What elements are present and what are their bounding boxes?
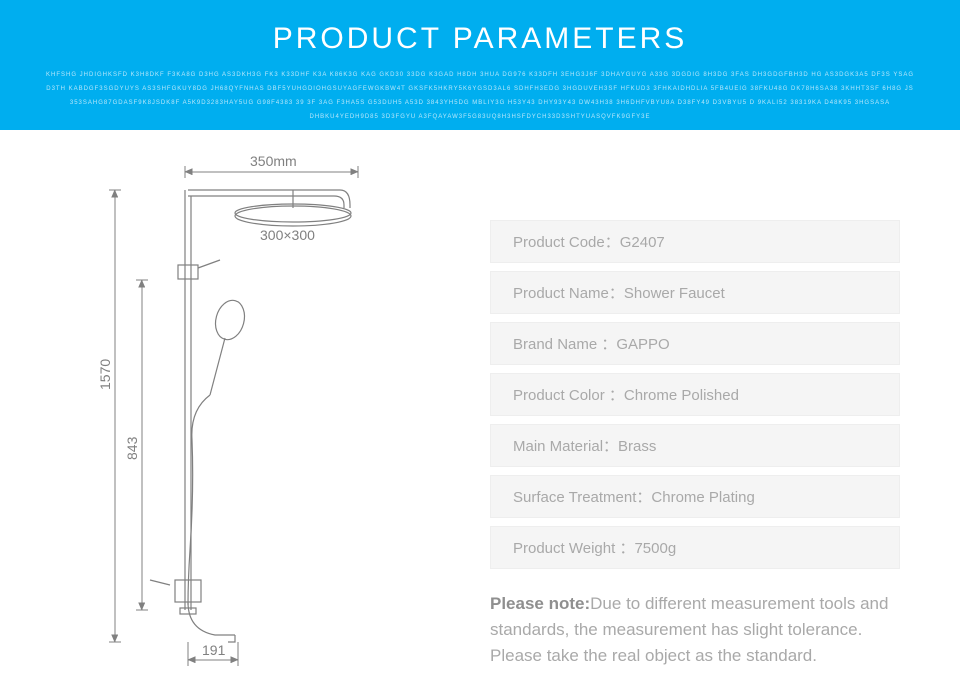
spec-label: Product Color ： [513, 387, 624, 404]
spec-label: Product Code： [513, 234, 620, 251]
diagram-column: 350mm 300×300 [0, 130, 480, 687]
spec-value: Chrome Plating [651, 489, 754, 506]
spec-label: Main Material： [513, 438, 618, 455]
dim-lower: 843 [124, 436, 140, 460]
dim-head: 300×300 [260, 227, 315, 243]
spec-row: Main Material：Brass [490, 424, 900, 467]
spec-label: Product Name： [513, 285, 624, 302]
spec-row: Product Code：G2407 [490, 220, 900, 263]
content-row: 350mm 300×300 [0, 130, 960, 687]
dim-top: 350mm [250, 153, 297, 169]
spec-value: Chrome Polished [624, 387, 739, 404]
note: Please note:Due to different measurement… [490, 591, 900, 669]
spec-row: Surface Treatment：Chrome Plating [490, 475, 900, 518]
spec-value: G2407 [620, 234, 665, 251]
banner-subtext: KHFSHG JHDIGHKSFD K3H8DKF F3KA8G D3HG AS… [0, 68, 960, 124]
spec-label: Surface Treatment： [513, 489, 651, 506]
banner: PRODUCT PARAMETERS KHFSHG JHDIGHKSFD K3H… [0, 0, 960, 130]
spec-column: Product Code：G2407 Product Name：Shower Fa… [480, 130, 960, 687]
banner-title: PRODUCT PARAMETERS [0, 22, 960, 56]
spec-label: Brand Name ： [513, 336, 616, 353]
spec-value: 7500g [634, 540, 676, 557]
spec-value: Shower Faucet [624, 285, 725, 302]
spec-row: Product Name：Shower Faucet [490, 271, 900, 314]
dim-spout: 191 [202, 642, 226, 658]
spec-value: GAPPO [616, 336, 669, 353]
spec-value: Brass [618, 438, 656, 455]
spec-row: Brand Name ：GAPPO [490, 322, 900, 365]
spec-row: Product Weight ：7500g [490, 526, 900, 569]
spec-row: Product Color ：Chrome Polished [490, 373, 900, 416]
dim-height: 1570 [97, 359, 113, 390]
technical-drawing: 350mm 300×300 [80, 150, 400, 670]
spec-list: Product Code：G2407 Product Name：Shower Fa… [490, 220, 900, 569]
note-strong: Please note: [490, 594, 590, 613]
spec-label: Product Weight ： [513, 540, 634, 557]
